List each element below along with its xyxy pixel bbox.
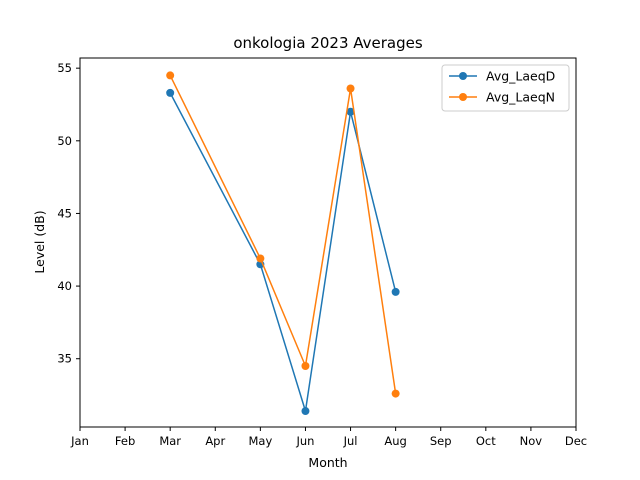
y-tick-label: 45 (57, 206, 72, 220)
plot-area (79, 57, 577, 428)
x-tick-label: Jun (295, 434, 314, 448)
x-tick-label: Feb (115, 434, 135, 448)
y-tick-label: 50 (57, 134, 72, 148)
x-tick-label: Sep (430, 434, 452, 448)
x-tick-label: Oct (476, 434, 496, 448)
series-Avg_LaeqD (166, 88, 400, 416)
series-line (169, 92, 397, 412)
series-Avg_LaeqN (166, 71, 400, 398)
legend-marker (459, 93, 467, 101)
data-point (166, 71, 175, 80)
x-tick-label: Jul (343, 434, 358, 448)
x-tick-label: May (248, 434, 272, 448)
x-tick-label: Apr (205, 434, 225, 448)
legend: Avg_LaeqD Avg_LaeqN (441, 64, 570, 112)
data-point (346, 84, 355, 93)
x-tick-label: Mar (159, 434, 181, 448)
y-axis-label: Level (dB) (32, 210, 47, 273)
x-tick-label: Dec (565, 434, 587, 448)
data-point (301, 361, 310, 370)
data-point (346, 107, 355, 116)
legend-entry: Avg_LaeqN (486, 90, 555, 105)
chart-title: onkologia 2023 Averages (233, 34, 423, 52)
series-line (169, 75, 397, 394)
x-axis-label: Month (308, 455, 347, 470)
legend-marker (459, 72, 467, 80)
series-layer (166, 71, 400, 416)
data-point (166, 88, 175, 97)
y-tick-label: 55 (57, 61, 72, 75)
y-tick-label: 35 (57, 352, 72, 366)
data-point (391, 389, 400, 398)
y-axis: 35 40 45 50 55 (57, 61, 80, 366)
data-point (391, 287, 400, 296)
data-point (256, 254, 265, 263)
plot-frame (79, 57, 577, 428)
x-axis: Jan Feb Mar Apr May Jun Jul Aug Sep Oct Nov Dec (70, 427, 587, 448)
legend-entry: Avg_LaeqD (486, 69, 555, 84)
x-tick-label: Nov (520, 434, 543, 448)
x-tick-label: Aug (384, 434, 406, 448)
data-point (301, 407, 310, 416)
x-tick-label: Jan (70, 434, 89, 448)
y-tick-label: 40 (57, 279, 72, 293)
